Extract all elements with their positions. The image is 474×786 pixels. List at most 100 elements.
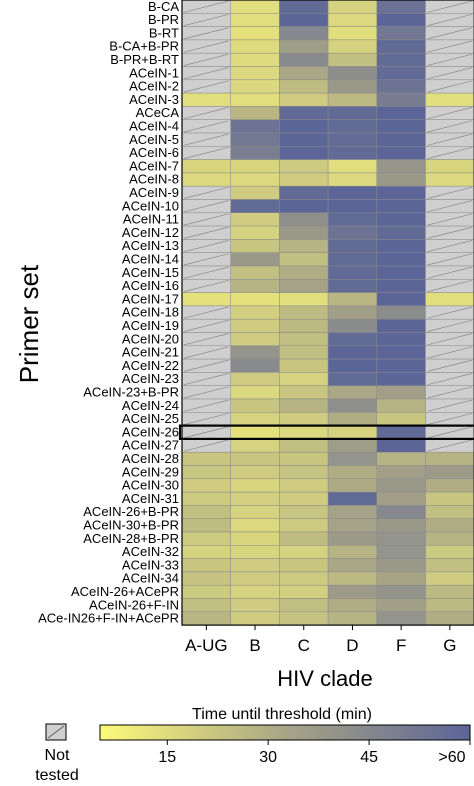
not-tested-slash	[183, 27, 229, 40]
heatmap-cell	[279, 584, 329, 599]
heatmap-cell	[327, 159, 378, 174]
row-label: ACeIN-24	[122, 398, 179, 413]
heatmap-cell	[327, 92, 378, 107]
highlighted-row-box	[178, 424, 474, 441]
heatmap-cell	[230, 465, 280, 480]
not-tested-slash	[183, 253, 229, 266]
heatmap-cell	[327, 465, 378, 480]
row-label: ACeIN-21	[122, 345, 179, 360]
heatmap-cell	[279, 279, 329, 293]
heatmap-cell	[279, 66, 329, 81]
heatmap-cell	[230, 518, 280, 533]
heatmap-cell	[279, 305, 329, 320]
heatmap-cell	[327, 478, 378, 493]
heatmap-cell	[376, 146, 426, 160]
heatmap-cell	[376, 372, 426, 386]
heatmap-cell	[181, 478, 231, 493]
not-tested-slash	[183, 0, 229, 13]
heatmap-cell	[327, 185, 378, 200]
heatmap-cell	[425, 518, 474, 533]
color-scale-bar	[99, 724, 471, 741]
heatmap-cell	[376, 425, 426, 440]
heatmap-cell	[279, 265, 329, 280]
heatmap-cell	[230, 106, 280, 120]
heatmap-cell	[327, 39, 378, 54]
heatmap-cell	[181, 465, 231, 480]
heatmap-cell	[327, 292, 378, 307]
heatmap-cell	[279, 318, 329, 333]
heatmap-cell	[376, 412, 426, 426]
heatmap-cell	[230, 451, 280, 466]
heatmap-cell	[376, 66, 426, 81]
heatmap-cell	[327, 66, 378, 81]
column-label: D	[346, 636, 358, 655]
row-label: ACeIN-7	[129, 158, 179, 173]
heatmap-cell	[327, 199, 378, 214]
heatmap-cell	[279, 52, 329, 67]
heatmap-cell	[230, 172, 280, 187]
heatmap-cell	[327, 571, 378, 586]
not-tested-slash	[427, 279, 473, 292]
heatmap-cell	[230, 345, 280, 360]
heatmap-cell	[376, 185, 426, 200]
heatmap-cell	[376, 318, 426, 333]
heatmap-cell	[376, 478, 426, 493]
heatmap-cell	[376, 26, 426, 41]
heatmap-cell	[279, 425, 329, 440]
not-tested-slash	[427, 426, 473, 439]
heatmap-cell	[425, 292, 474, 307]
heatmap-cell	[376, 212, 426, 227]
not-tested-slash	[183, 386, 229, 399]
heatmap-cell	[279, 146, 329, 160]
heatmap-cell	[279, 412, 329, 426]
not-tested-slash	[183, 40, 229, 53]
heatmap-cell	[279, 598, 329, 613]
heatmap-cell	[425, 531, 474, 546]
heatmap-cell	[279, 92, 329, 107]
heatmap-cell	[279, 199, 329, 214]
heatmap-cell	[181, 598, 231, 613]
heatmap-cell	[327, 412, 378, 426]
row-label: ACeIN-13	[122, 238, 179, 253]
heatmap-cell	[230, 265, 280, 280]
heatmap-cell	[230, 598, 280, 613]
not-tested-slash	[183, 146, 229, 159]
heatmap-cell	[425, 598, 474, 613]
heatmap-cell	[181, 491, 231, 506]
not-tested-slash	[427, 200, 473, 213]
heatmap-cell	[327, 79, 378, 94]
heatmap-cell	[425, 172, 474, 187]
heatmap-cell	[376, 558, 426, 573]
row-label: ACeIN-30+B-PR	[83, 518, 179, 533]
heatmap-cell	[181, 518, 231, 533]
heatmap-cell	[230, 412, 280, 426]
heatmap-cell	[279, 531, 329, 546]
heatmap-cell	[327, 265, 378, 280]
not-tested-slash	[427, 53, 473, 66]
heatmap-cell	[230, 531, 280, 546]
heatmap-cell	[230, 611, 280, 626]
not-tested-label: Not	[45, 747, 70, 764]
heatmap-cell	[279, 0, 329, 14]
heatmap-cell	[230, 26, 280, 41]
row-label: ACeIN-26	[122, 424, 179, 439]
row-label: B-RT	[149, 25, 179, 40]
not-tested-slash	[427, 399, 473, 412]
not-tested-slash	[427, 333, 473, 346]
heatmap-cell	[327, 279, 378, 293]
heatmap-cell	[327, 252, 378, 267]
not-tested-slash	[183, 133, 229, 146]
heatmap-cell	[279, 13, 329, 27]
row-label: ACeIN-30	[122, 478, 179, 493]
heatmap-cell	[376, 0, 426, 14]
heatmap-cell	[376, 132, 426, 147]
row-label: ACeIN-4	[129, 119, 179, 134]
heatmap-cell	[279, 505, 329, 519]
not-tested-slash	[183, 399, 229, 412]
not-tested-slash	[183, 200, 229, 213]
heatmap-cell	[376, 106, 426, 120]
heatmap-cell	[230, 292, 280, 307]
heatmap-cell	[230, 491, 280, 506]
row-label: B-CA	[148, 0, 179, 14]
